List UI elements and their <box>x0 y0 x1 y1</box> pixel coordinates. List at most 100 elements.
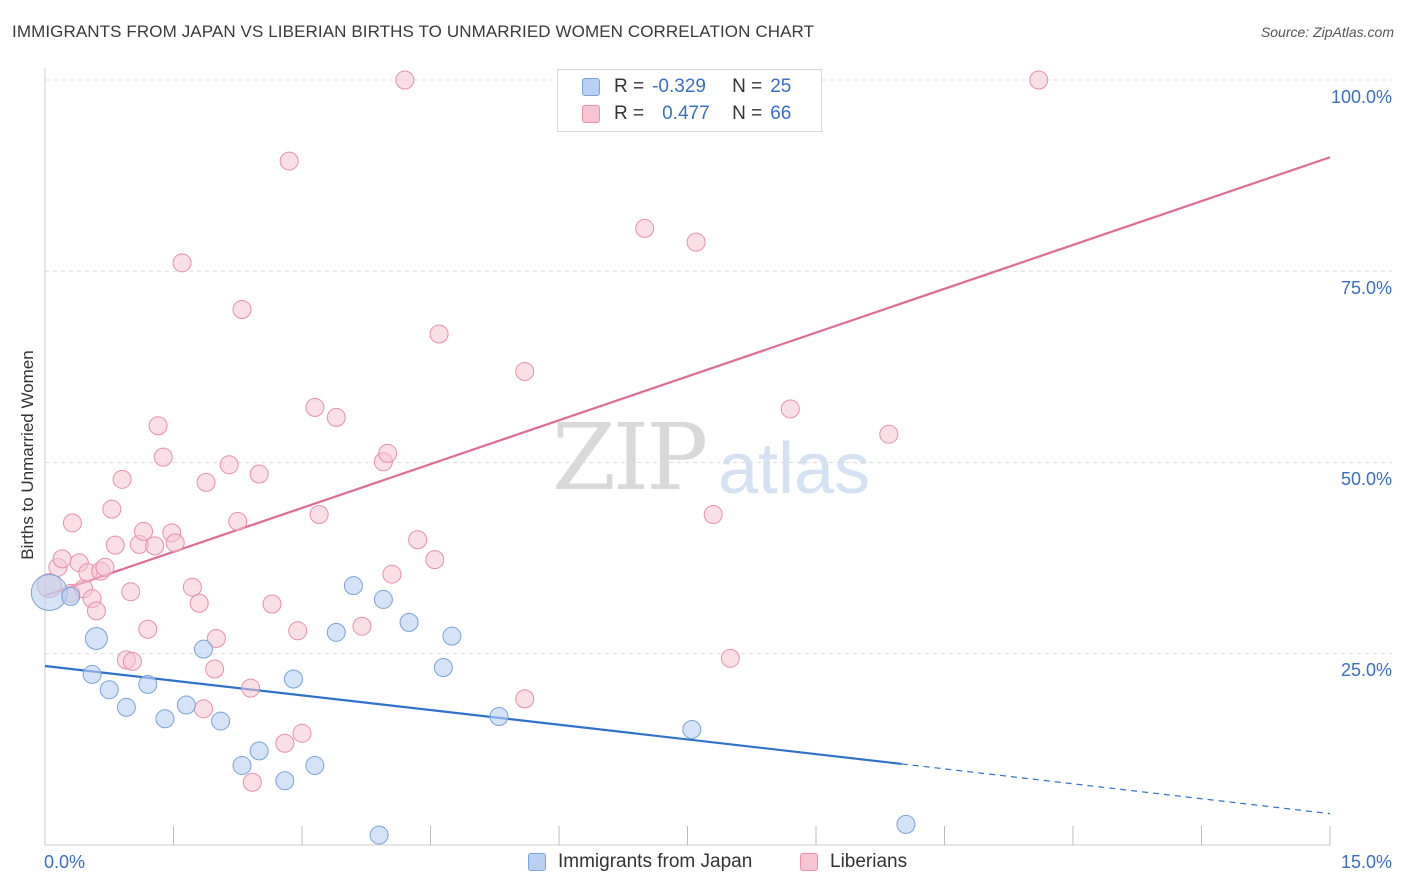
liberian-point <box>196 472 216 492</box>
bottom-legend-japan: Immigrants from Japan <box>528 851 752 873</box>
liberian-point <box>242 772 262 792</box>
bottom-japan-swatch <box>528 853 546 871</box>
japan-point <box>99 680 119 700</box>
bottom-liberian-label: Liberians <box>830 851 908 872</box>
liberian-point <box>275 733 295 753</box>
japan-point <box>682 719 702 739</box>
axes <box>44 68 1331 846</box>
japan-point <box>896 814 916 834</box>
japan-trend-extension <box>901 763 1331 815</box>
liberian-point <box>1029 70 1049 90</box>
japan-n-value: 25 <box>770 76 792 97</box>
japan-point <box>326 622 346 642</box>
liberian-point <box>206 628 226 648</box>
japan-point <box>211 711 231 731</box>
japan-point <box>30 574 68 612</box>
liberian-point <box>780 399 800 419</box>
legend-row-japan: R = -0.329 N = 25 <box>582 74 791 100</box>
x-tick-min: 0.0% <box>44 852 86 872</box>
liberian-r-label: R = <box>614 103 645 124</box>
liberian-point <box>352 616 372 636</box>
liberian-point <box>429 324 449 344</box>
japan-r-value: -0.329 <box>652 76 706 97</box>
japan-point <box>138 674 158 694</box>
y-tick-100: 100.0% <box>1330 87 1392 107</box>
liberian-point <box>165 533 185 553</box>
liberian-point <box>292 723 312 743</box>
japan-trend-line <box>44 664 902 766</box>
trend-lines <box>44 156 1331 815</box>
japan-point <box>232 755 252 775</box>
japan-point <box>305 755 325 775</box>
liberian-n-value: 66 <box>770 103 792 124</box>
liberian-point <box>879 424 899 444</box>
liberian-point <box>515 689 535 709</box>
liberian-point <box>145 536 165 556</box>
liberian-point <box>112 469 132 489</box>
liberian-point <box>262 594 282 614</box>
liberian-point <box>241 678 261 698</box>
liberian-point <box>378 443 398 463</box>
liberian-point <box>326 407 346 427</box>
liberian-point <box>305 397 325 417</box>
liberian-point <box>228 511 248 531</box>
japan-swatch <box>582 78 600 96</box>
liberian-point <box>219 455 239 475</box>
japan-point <box>275 771 295 791</box>
liberian-point <box>121 582 141 602</box>
liberian-trend-line <box>44 156 1331 597</box>
japan-point <box>343 576 363 596</box>
y-tick-75: 75.0% <box>1340 278 1392 298</box>
liberian-point <box>205 659 225 679</box>
liberian-point <box>62 513 82 533</box>
japan-point <box>82 664 102 684</box>
liberian-point <box>395 70 415 90</box>
japan-n-label: N = <box>732 76 763 97</box>
liberian-point <box>182 577 202 597</box>
liberian-point <box>193 699 213 719</box>
japan-point <box>249 741 269 761</box>
liberian-point <box>279 151 299 171</box>
liberian-point <box>249 464 269 484</box>
liberian-point <box>138 619 158 639</box>
liberian-point <box>686 232 706 252</box>
liberian-point <box>515 361 535 381</box>
chart-title: IMMIGRANTS FROM JAPAN VS LIBERIAN BIRTHS… <box>12 22 815 41</box>
liberian-point <box>148 416 168 436</box>
liberian-point <box>153 447 173 467</box>
watermark-atlas: atlas <box>718 429 871 509</box>
japan-point <box>399 612 419 632</box>
legend-row-liberians: R = 0.477 N = 66 <box>582 101 791 127</box>
liberian-point <box>288 621 308 641</box>
liberian-point <box>105 535 125 555</box>
liberian-point <box>720 648 740 668</box>
liberian-point <box>122 651 142 671</box>
liberian-point <box>189 593 209 613</box>
japan-point <box>283 669 303 689</box>
liberian-point <box>172 253 192 273</box>
liberian-point <box>232 300 252 319</box>
japan-point <box>61 586 81 606</box>
japan-point <box>369 825 389 845</box>
japan-point <box>442 626 462 646</box>
bottom-legend-liberians: Liberians <box>800 851 907 873</box>
liberian-point <box>408 530 428 550</box>
liberian-point <box>382 564 402 584</box>
liberian-point <box>635 218 655 238</box>
japan-point <box>155 709 175 729</box>
japan-point <box>193 639 213 659</box>
japan-r-label: R = <box>614 76 645 97</box>
liberian-point <box>703 505 723 525</box>
japan-point <box>84 626 108 650</box>
x-tick-max: 15.0% <box>1340 852 1392 872</box>
liberian-point <box>134 521 154 541</box>
y-tick-50: 50.0% <box>1340 469 1392 489</box>
liberian-swatch <box>582 105 600 123</box>
bottom-japan-label: Immigrants from Japan <box>558 851 753 872</box>
japan-point <box>373 589 393 609</box>
correlation-legend: R = -0.329 N = 25 R = 0.477 N = 66 <box>557 69 822 132</box>
liberian-point <box>86 601 106 621</box>
japan-point <box>489 706 509 726</box>
liberian-point <box>52 549 72 569</box>
